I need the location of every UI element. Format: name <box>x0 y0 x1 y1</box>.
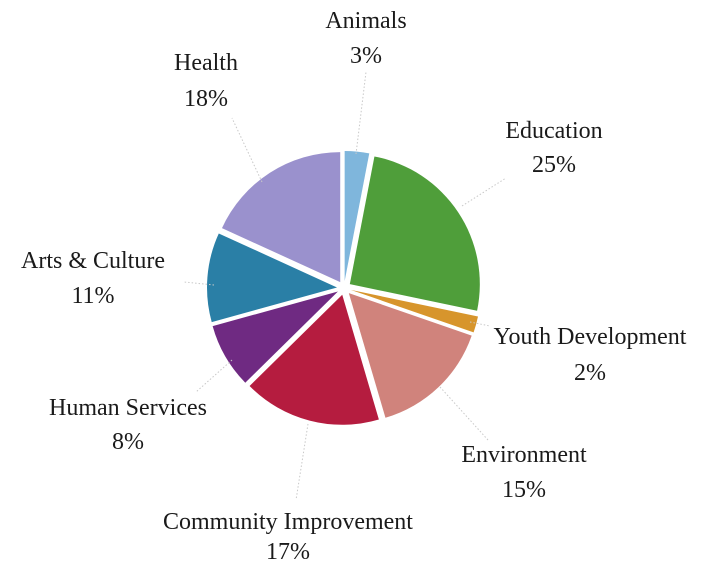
pie-slice-environment <box>348 293 472 418</box>
label-community-improvement-name: Community Improvement <box>163 509 413 535</box>
pie-slice-education <box>349 156 480 311</box>
label-education-value: 25% <box>532 152 576 178</box>
label-education-name: Education <box>505 118 602 144</box>
label-youth-development-value: 2% <box>574 360 606 386</box>
leader-community-improvement <box>295 423 309 501</box>
leader-lines <box>183 71 507 501</box>
label-environment-value: 15% <box>502 477 546 503</box>
pie-slice-arts-and-culture <box>207 233 338 323</box>
leader-human-services <box>195 359 233 393</box>
leader-environment <box>439 386 489 441</box>
pie-slice-human-services <box>212 291 338 383</box>
leader-education <box>461 177 507 207</box>
label-arts-culture-name: Arts & Culture <box>21 248 165 274</box>
leader-arts-culture <box>183 281 215 286</box>
leader-health <box>231 117 263 183</box>
pie-slice-community-improvement <box>249 294 379 425</box>
slice-labels: Animals 3% Education 25% Youth Developme… <box>21 8 687 565</box>
pie-slice-animals <box>344 151 370 282</box>
label-human-services-name: Human Services <box>49 395 207 421</box>
label-animals-name: Animals <box>325 8 406 34</box>
label-human-services-value: 8% <box>112 429 144 455</box>
label-youth-development-name: Youth Development <box>494 324 687 350</box>
label-health-name: Health <box>174 50 238 76</box>
pie-slice-youth-development <box>350 289 478 333</box>
label-animals-value: 3% <box>350 43 382 69</box>
label-community-improvement-value: 17% <box>266 539 310 565</box>
pie-slices <box>207 151 480 425</box>
label-arts-culture-value: 11% <box>71 283 114 309</box>
leader-animals <box>355 71 367 155</box>
label-environment-name: Environment <box>461 442 587 468</box>
label-health-value: 18% <box>184 86 228 112</box>
pie-slice-health <box>221 152 341 283</box>
